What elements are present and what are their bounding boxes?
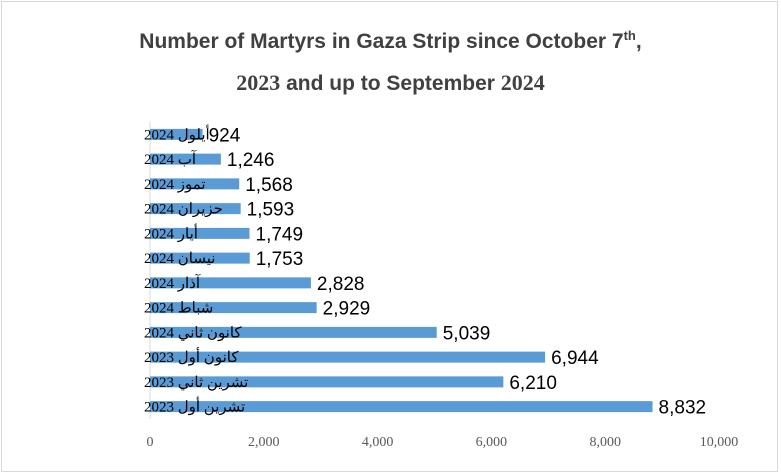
category-label: أيلول 2024 bbox=[144, 124, 210, 143]
bar bbox=[150, 153, 221, 165]
category-label: تشرين أول 2023 bbox=[144, 397, 245, 416]
data-label: 1,568 bbox=[245, 175, 293, 196]
category-label: نيسان 2024 bbox=[144, 251, 215, 267]
category-label: حزيران 2024 bbox=[144, 202, 223, 218]
chart-title-line1: Number of Martyrs in Gaza Strip since Oc… bbox=[139, 28, 642, 53]
x-tick-label: 2,000 bbox=[248, 435, 280, 450]
chart-title-superscript: th bbox=[623, 28, 636, 43]
bar bbox=[150, 252, 250, 264]
x-tick-label: 10,000 bbox=[700, 435, 739, 450]
x-tick-label: 6,000 bbox=[476, 435, 508, 450]
category-label: تموز 2024 bbox=[144, 177, 206, 193]
category-label: كانون أول 2023 bbox=[144, 347, 239, 366]
data-label: 1,749 bbox=[256, 224, 304, 245]
x-tick-label: 0 bbox=[147, 435, 154, 450]
bar bbox=[150, 277, 311, 289]
data-label: 1,246 bbox=[227, 150, 275, 171]
data-label: 924 bbox=[209, 125, 241, 146]
bar bbox=[150, 178, 240, 190]
chart-title-line2: 2023 and up to September 2024 bbox=[236, 70, 545, 95]
data-label: 6,210 bbox=[509, 373, 557, 394]
bar bbox=[150, 401, 653, 413]
x-tick-label: 8,000 bbox=[589, 435, 621, 450]
bar bbox=[150, 376, 504, 388]
category-label: تشرين ثاني 2023 bbox=[144, 375, 248, 391]
bar bbox=[150, 128, 203, 140]
bar bbox=[150, 351, 546, 363]
data-label: 1,593 bbox=[247, 200, 295, 221]
category-label: شباط 2024 bbox=[144, 301, 213, 317]
data-label: 5,039 bbox=[443, 323, 491, 344]
bar bbox=[150, 326, 437, 338]
category-label: آب 2024 bbox=[144, 150, 197, 168]
bar bbox=[150, 203, 241, 215]
category-label: كانون ثاني 2024 bbox=[144, 325, 242, 341]
x-tick-label: 4,000 bbox=[362, 435, 394, 450]
category-label: أيار 2024 bbox=[144, 223, 198, 242]
data-label: 6,944 bbox=[551, 348, 599, 369]
data-label: 8,832 bbox=[659, 398, 707, 419]
data-label: 1,753 bbox=[256, 249, 304, 270]
bar bbox=[150, 302, 317, 314]
data-label: 2,929 bbox=[323, 299, 371, 320]
bar bbox=[150, 227, 250, 239]
data-label: 2,828 bbox=[317, 274, 365, 295]
category-label: آذار 2024 bbox=[144, 274, 201, 292]
